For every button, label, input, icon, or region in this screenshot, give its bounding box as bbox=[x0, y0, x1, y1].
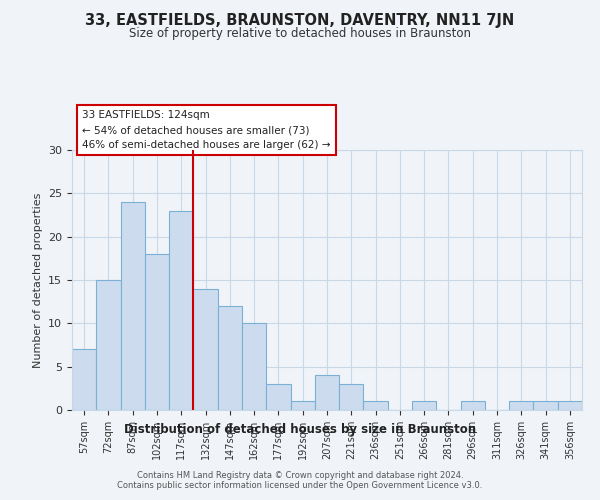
Bar bbox=[412, 402, 436, 410]
Bar bbox=[96, 280, 121, 410]
Bar bbox=[145, 254, 169, 410]
Text: Contains HM Land Registry data © Crown copyright and database right 2024.
Contai: Contains HM Land Registry data © Crown c… bbox=[118, 470, 482, 490]
Bar bbox=[461, 402, 485, 410]
Bar bbox=[218, 306, 242, 410]
Bar bbox=[533, 402, 558, 410]
Text: 33, EASTFIELDS, BRAUNSTON, DAVENTRY, NN11 7JN: 33, EASTFIELDS, BRAUNSTON, DAVENTRY, NN1… bbox=[85, 12, 515, 28]
Bar bbox=[121, 202, 145, 410]
Bar bbox=[242, 324, 266, 410]
Y-axis label: Number of detached properties: Number of detached properties bbox=[32, 192, 43, 368]
Bar bbox=[339, 384, 364, 410]
Text: Distribution of detached houses by size in Braunston: Distribution of detached houses by size … bbox=[124, 422, 476, 436]
Bar bbox=[509, 402, 533, 410]
Bar bbox=[364, 402, 388, 410]
Text: 33 EASTFIELDS: 124sqm
← 54% of detached houses are smaller (73)
46% of semi-deta: 33 EASTFIELDS: 124sqm ← 54% of detached … bbox=[82, 110, 331, 150]
Bar bbox=[290, 402, 315, 410]
Bar bbox=[315, 376, 339, 410]
Text: Size of property relative to detached houses in Braunston: Size of property relative to detached ho… bbox=[129, 28, 471, 40]
Bar bbox=[558, 402, 582, 410]
Bar bbox=[266, 384, 290, 410]
Bar bbox=[169, 210, 193, 410]
Bar bbox=[193, 288, 218, 410]
Bar bbox=[72, 350, 96, 410]
